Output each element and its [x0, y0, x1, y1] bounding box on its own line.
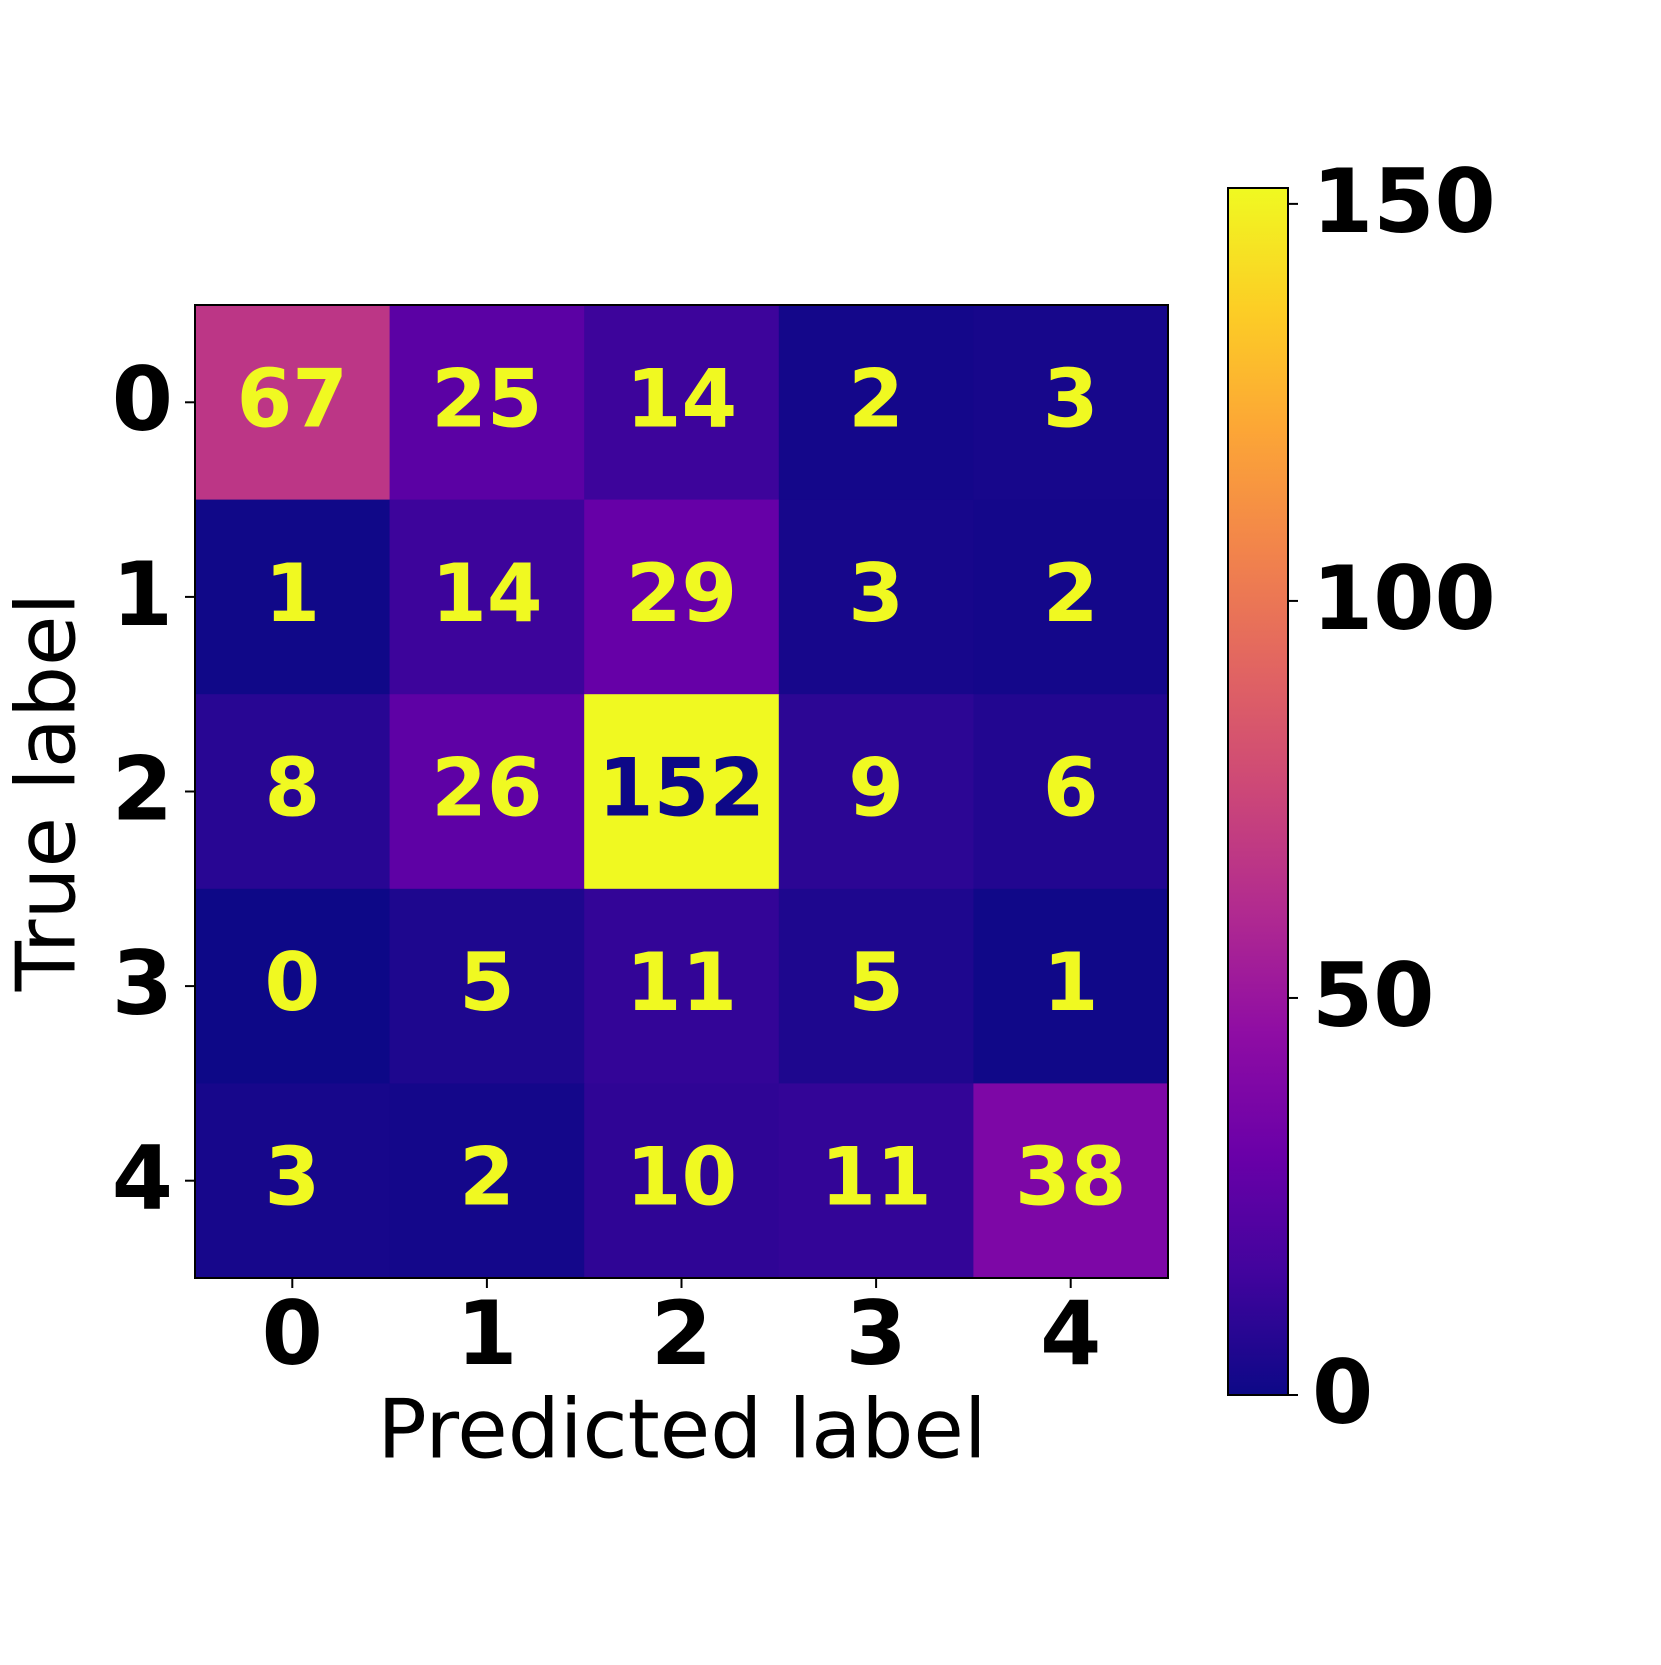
cell-label: 14: [626, 352, 737, 445]
colorbar-tick-label: 0: [1312, 1341, 1373, 1444]
cell: [389, 305, 585, 501]
cell: [778, 305, 974, 501]
x-tick-label: 0: [262, 1282, 323, 1385]
cell-label: 38: [1015, 1131, 1126, 1224]
cell-label: 6: [1043, 741, 1099, 834]
colorbar-tick-label: 150: [1312, 150, 1496, 253]
cell-label: 2: [459, 1131, 515, 1224]
cell-label: 152: [598, 741, 765, 834]
cell-label: 5: [848, 936, 904, 1029]
y-tick-label: 3: [112, 932, 173, 1035]
cell: [584, 1083, 780, 1279]
cell: [389, 694, 585, 890]
cell-label: 1: [264, 547, 320, 640]
cell-label: 29: [626, 547, 737, 640]
cell: [973, 1083, 1169, 1279]
cell-label: 0: [264, 936, 320, 1029]
y-tick-label: 4: [112, 1127, 173, 1230]
cell: [778, 499, 974, 695]
cell: [195, 694, 391, 890]
colorbar-tick-label: 100: [1312, 547, 1496, 650]
cell: [584, 888, 780, 1084]
cell: [778, 694, 974, 890]
cell-label: 3: [1043, 352, 1099, 445]
cell-label: 11: [626, 936, 737, 1029]
colorbar: [1227, 187, 1289, 1396]
cell: [389, 499, 585, 695]
cell: [584, 499, 780, 695]
cell-label: 3: [848, 547, 904, 640]
cell: [195, 1083, 391, 1279]
cell: [973, 305, 1169, 501]
cell-label: 5: [459, 936, 515, 1029]
y-tick-label: 2: [112, 737, 173, 840]
y-axis-label: True label: [0, 593, 94, 993]
cell: [778, 1083, 974, 1279]
y-tick-label: 0: [112, 348, 173, 451]
cell: [973, 888, 1169, 1084]
cell-label: 9: [848, 741, 904, 834]
cell: [584, 694, 780, 890]
cell-label: 3: [264, 1131, 320, 1224]
colorbar-tick-label: 50: [1312, 944, 1434, 1047]
cell-label: 2: [1043, 547, 1099, 640]
x-axis-label: Predicted label: [377, 1382, 986, 1477]
x-tick-label: 3: [845, 1282, 906, 1385]
cell: [778, 888, 974, 1084]
cell-label: 67: [237, 352, 348, 445]
cell-label: 26: [431, 741, 542, 834]
cell: [195, 499, 391, 695]
cell-label: 1: [1043, 936, 1099, 1029]
cell-label: 2: [848, 352, 904, 445]
cell: [195, 888, 391, 1084]
cell: [584, 305, 780, 501]
cell: [195, 305, 391, 501]
x-tick-label: 1: [456, 1282, 517, 1385]
cell: [973, 694, 1169, 890]
x-tick-label: 2: [651, 1282, 712, 1385]
cell-label: 25: [431, 352, 542, 445]
cell-label: 14: [431, 547, 542, 640]
x-tick-label: 4: [1040, 1282, 1101, 1385]
cell-label: 10: [626, 1131, 737, 1224]
cell-label: 11: [820, 1131, 931, 1224]
y-tick-label: 1: [112, 543, 173, 646]
cell-label: 8: [264, 741, 320, 834]
cell: [973, 499, 1169, 695]
cell: [389, 888, 585, 1084]
cell: [389, 1083, 585, 1279]
